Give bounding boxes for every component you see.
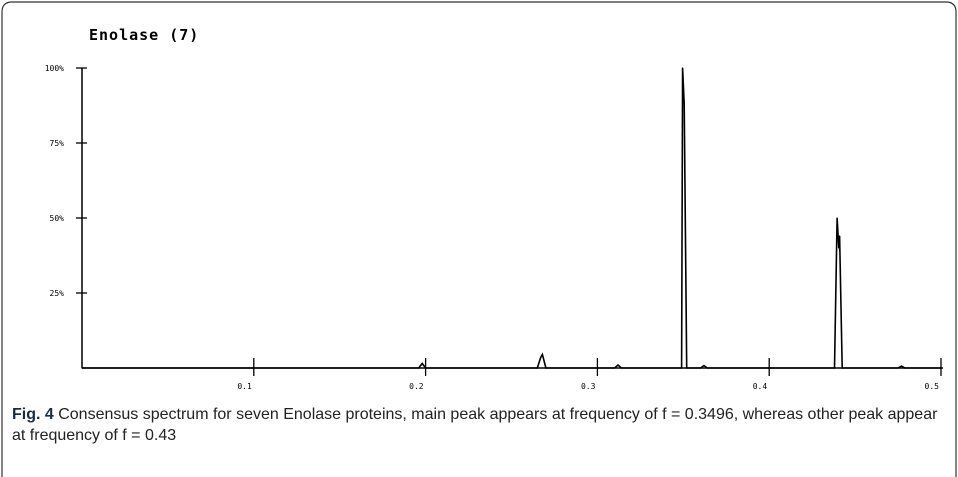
data-point	[613, 367, 616, 369]
data-point	[536, 367, 538, 369]
data-point	[839, 235, 841, 237]
data-point	[617, 364, 619, 366]
data-point	[421, 362, 423, 365]
figure-caption: Fig. 4 Consensus spectrum for seven Enol…	[12, 404, 942, 446]
y-tick-label: 100%	[45, 64, 64, 73]
data-point	[540, 356, 542, 359]
data-point	[686, 367, 688, 369]
data-point	[836, 217, 838, 219]
data-point	[897, 367, 899, 369]
data-point	[620, 367, 623, 369]
data-point	[545, 367, 547, 369]
spectrum-chart: 25%50%75%100%0.10.20.30.40.5FREQUENCY	[45, 64, 943, 391]
caption-text: Consensus spectrum for seven Enolase pro…	[12, 406, 938, 444]
data-point	[684, 187, 686, 189]
data-point	[418, 367, 420, 369]
data-point	[682, 67, 684, 69]
x-tick-label: 0.2	[409, 382, 424, 391]
x-tick-label: 0.4	[753, 382, 768, 391]
data-point	[425, 367, 427, 369]
x-tick-label: 0.3	[581, 382, 596, 391]
data-point	[838, 247, 840, 249]
x-tick-label: 0.5	[925, 382, 940, 391]
data-point	[900, 365, 903, 367]
data-point	[833, 367, 836, 369]
data-point	[683, 103, 685, 105]
y-tick-label: 25%	[50, 289, 65, 298]
figure-label: Fig. 4	[12, 406, 54, 423]
data-point	[541, 353, 544, 356]
data-point	[841, 367, 843, 369]
chart-title: Enolase (7)	[89, 26, 200, 44]
data-point	[706, 367, 708, 369]
data-point	[904, 367, 906, 369]
data-point	[940, 367, 942, 369]
data-point	[680, 367, 683, 369]
data-point	[703, 365, 705, 367]
y-tick-label: 75%	[50, 139, 65, 148]
y-tick-label: 50%	[50, 214, 65, 223]
data-point	[81, 367, 83, 369]
x-tick-label: 0.1	[237, 382, 252, 391]
data-point	[699, 367, 702, 369]
spectrum-line	[82, 67, 941, 369]
